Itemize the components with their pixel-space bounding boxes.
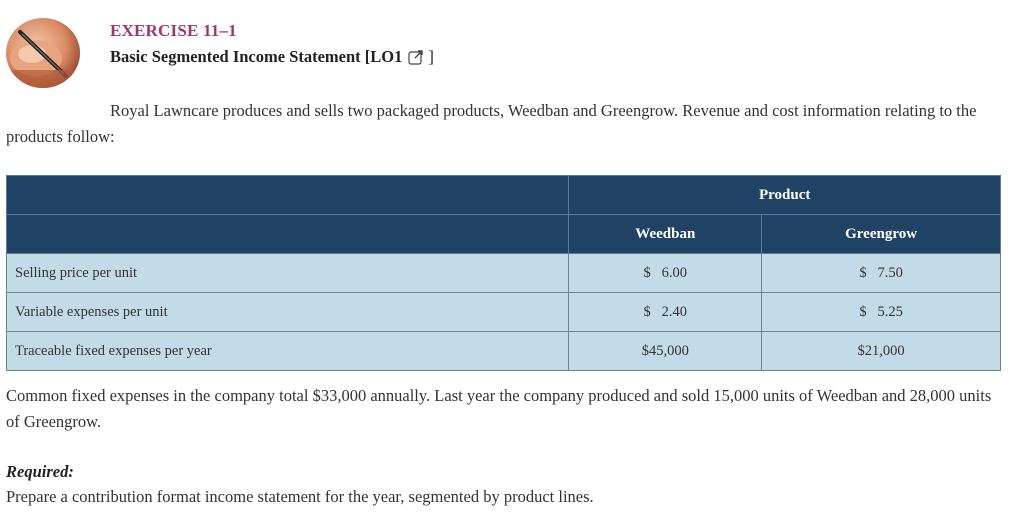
- exercise-subtitle: Basic Segmented Income Statement [LO1 ]: [110, 47, 434, 67]
- hand-writing-icon: [6, 18, 80, 88]
- common-costs-paragraph: Common fixed expenses in the company tot…: [6, 386, 992, 431]
- cell-greengrow: $21,000: [761, 331, 1001, 371]
- required-heading: Required:: [6, 462, 74, 481]
- cell-weedban: $ 2.40: [568, 292, 763, 332]
- table-header-empty-2: [5, 214, 570, 254]
- row-label: Selling price per unit: [5, 253, 570, 293]
- cell-greengrow: $ 5.25: [761, 292, 1001, 332]
- column-header-weedban: Weedban: [568, 214, 763, 254]
- table-row: Variable expenses per unit $ 2.40 $ 5.25: [5, 292, 1001, 332]
- intro-text: Royal Lawncare produces and sells two pa…: [6, 101, 977, 146]
- cell-weedban: $45,000: [568, 331, 763, 371]
- required-text: Prepare a contribution format income sta…: [6, 487, 594, 506]
- row-label: Variable expenses per unit: [5, 292, 570, 332]
- table-row: Traceable fixed expenses per year $45,00…: [5, 331, 1001, 371]
- table-header-row: Weedban Greengrow: [5, 214, 1001, 254]
- column-header-greengrow: Greengrow: [761, 214, 1001, 254]
- exercise-title: EXERCISE 11–1: [110, 21, 237, 40]
- subtitle-text: Basic Segmented Income Statement [LO1: [110, 47, 403, 66]
- subtitle-close-bracket: ]: [428, 47, 434, 66]
- product-group-header: Product: [568, 175, 1001, 215]
- cell-weedban: $ 6.00: [568, 253, 763, 293]
- table-row: Selling price per unit $ 6.00 $ 7.50: [5, 253, 1001, 293]
- table-header-empty: [5, 175, 570, 215]
- table-group-header-row: Product: [5, 175, 1001, 215]
- intro-paragraph: Royal Lawncare produces and sells two pa…: [6, 98, 1006, 150]
- external-link-icon[interactable]: [408, 49, 424, 65]
- row-label: Traceable fixed expenses per year: [5, 331, 570, 371]
- cell-greengrow: $ 7.50: [761, 253, 1001, 293]
- product-cost-table: Product Weedban Greengrow Selling price …: [5, 175, 1001, 371]
- writing-hand-image: [6, 18, 80, 88]
